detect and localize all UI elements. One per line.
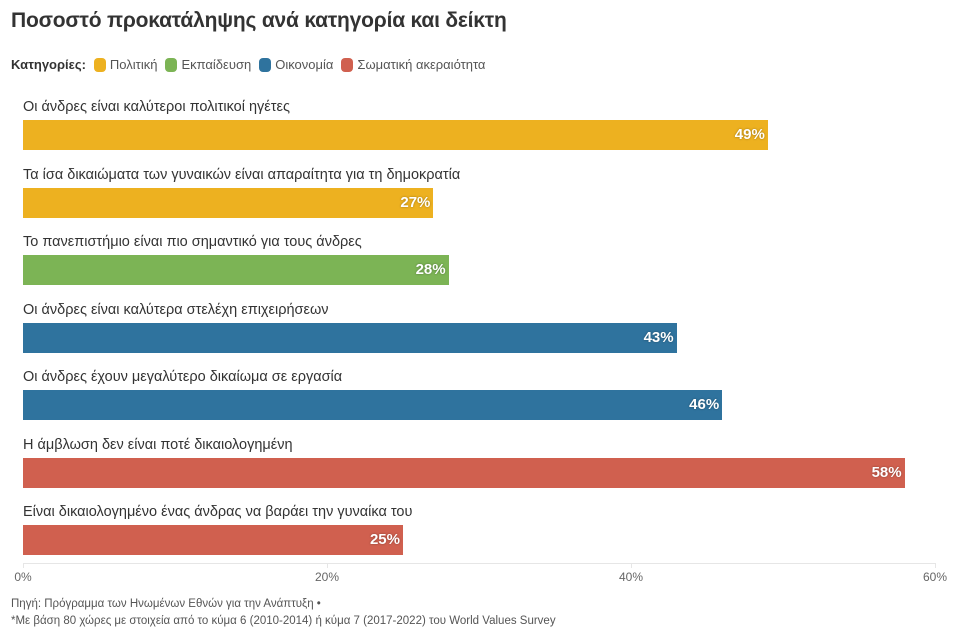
bar-value-label: 28% (415, 261, 446, 278)
bar-label: Το πανεπιστήμιο είναι πιο σημαντικό για … (23, 234, 362, 250)
bar: 28% (23, 255, 449, 285)
bar-label: Είναι δικαιολογημένο ένας άνδρας να βαρά… (23, 504, 413, 520)
legend-title: Κατηγορίες: (11, 57, 86, 72)
legend: Κατηγορίες: Πολιτική Εκπαίδευση Οικονομί… (11, 57, 493, 72)
bar-label: Οι άνδρες είναι καλύτεροι πολιτικοί ηγέτ… (23, 99, 290, 115)
legend-item-education: Εκπαίδευση (165, 57, 251, 72)
bar: 58% (23, 457, 905, 488)
x-tick-label: 40% (618, 570, 644, 584)
x-tick-mark (631, 563, 632, 568)
x-tick-mark (327, 563, 328, 568)
bar-value-label: 27% (400, 193, 431, 211)
source-note: Πηγή: Πρόγραμμα των Ηνωμένων Εθνών για τ… (11, 598, 321, 610)
bar-value-label: 46% (689, 396, 720, 413)
bar: 43% (23, 322, 677, 353)
x-tick-label: 60% (922, 570, 948, 584)
bar: 49% (23, 120, 768, 150)
legend-label: Πολιτική (109, 57, 158, 72)
legend-label: Εκπαίδευση (181, 57, 252, 72)
legend-item-politics: Πολιτική (93, 57, 158, 72)
footnote: *Με βάση 80 χώρες με στοιχεία από το κύμ… (11, 615, 556, 627)
bar-value-label: 25% (369, 531, 400, 548)
x-axis-line (23, 563, 935, 564)
legend-item-economy: Οικονομία (259, 57, 333, 72)
x-tick-mark (23, 563, 24, 568)
x-tick-label: 20% (314, 570, 340, 584)
legend-swatch (259, 57, 272, 72)
x-tick-mark (935, 563, 936, 568)
bar: 46% (23, 390, 723, 420)
bar-chart: Οι άνδρες είναι καλύτεροι πολιτικοί ηγέτ… (14, 99, 948, 584)
bar-label: Οι άνδρες είναι καλύτερα στελέχη επιχειρ… (23, 301, 329, 318)
x-tick-label: 0% (14, 570, 32, 584)
bar: 27% (23, 187, 434, 218)
legend-swatch (165, 57, 178, 72)
bar-label: Οι άνδρες έχουν μεγαλύτερο δικαίωμα σε ε… (23, 369, 343, 385)
legend-swatch (341, 57, 354, 72)
chart-title: Ποσοστό προκατάληψης ανά κατηγορία και δ… (11, 9, 507, 32)
bar: 25% (23, 525, 403, 555)
bar-value-label: 58% (871, 463, 902, 481)
bar-label: Τα ίσα δικαιώματα των γυναικών είναι απα… (23, 166, 461, 183)
legend-swatch (93, 57, 106, 72)
bar-value-label: 49% (734, 126, 765, 143)
bar-label: Η άμβλωση δεν είναι ποτέ δικαιολογημένη (23, 436, 293, 453)
legend-item-physical-integrity: Σωματική ακεραιότητα (341, 57, 485, 72)
bar-value-label: 43% (643, 328, 674, 346)
legend-label: Σωματική ακεραιότητα (357, 57, 486, 72)
legend-label: Οικονομία (275, 57, 334, 72)
